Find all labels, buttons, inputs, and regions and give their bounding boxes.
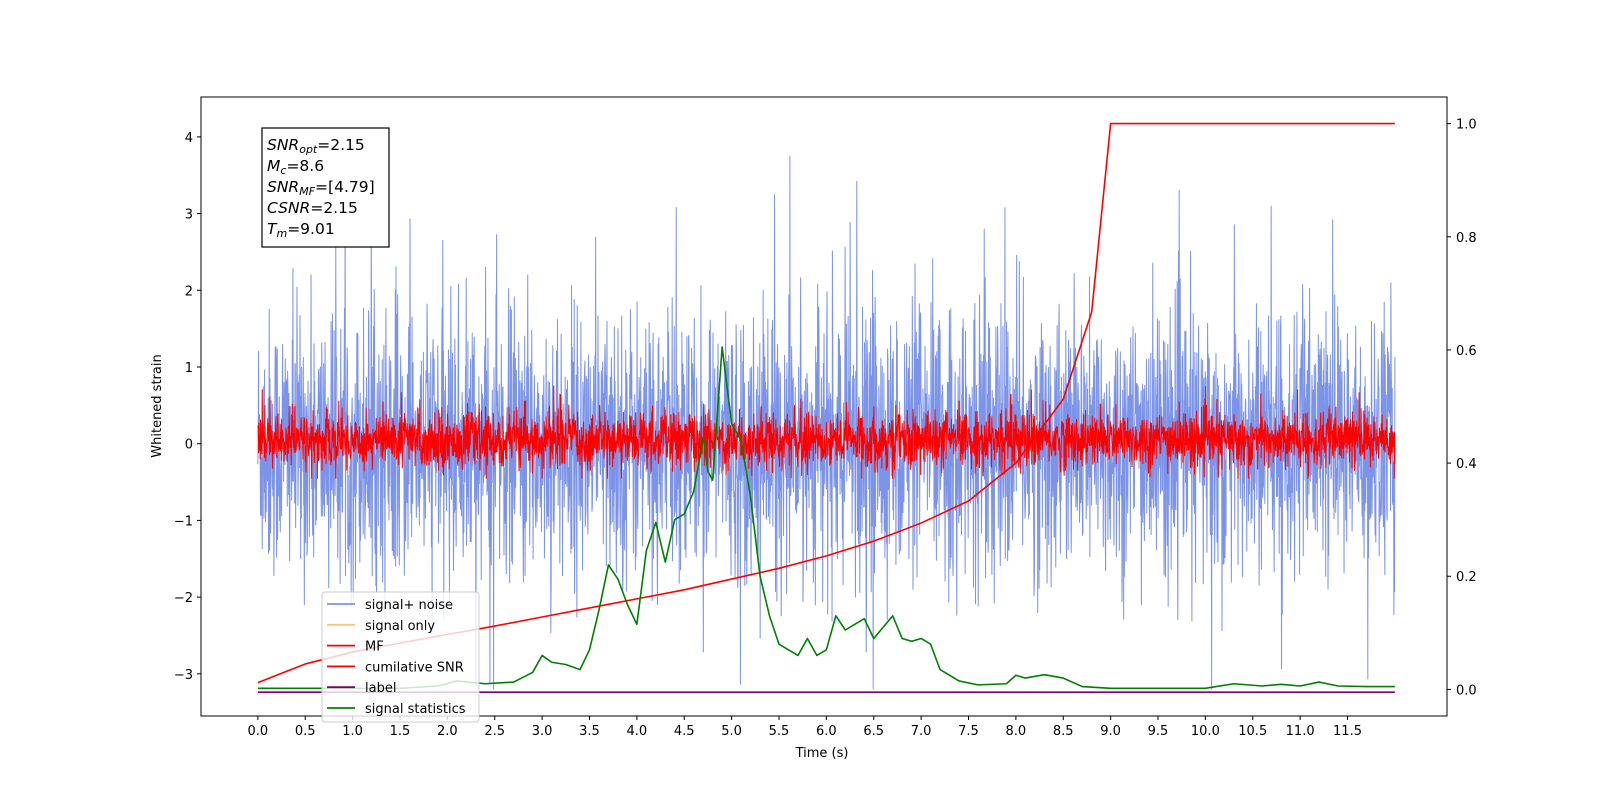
x-tick-label: 2.5 (484, 724, 505, 739)
y-axis-left: −3 −2 −1 0 1 2 3 4 (174, 131, 201, 683)
legend-label: cumilative SNR (365, 660, 464, 675)
y-right-tick-label: 1.0 (1456, 118, 1477, 133)
legend-label: MF (365, 640, 384, 655)
stats-value: =[4.79] (315, 178, 375, 196)
stats-symbol: SNR (267, 178, 299, 196)
y-right-tick-label: 0.4 (1456, 457, 1477, 472)
stats-subscript: MF (299, 185, 315, 198)
x-axis-title: Time (s) (795, 746, 849, 761)
x-tick-label: 5.0 (721, 724, 742, 739)
x-tick-label: 3.5 (579, 724, 600, 739)
stats-line: Tm=9.01 (267, 220, 335, 240)
x-tick-label: 6.0 (816, 724, 837, 739)
x-tick-label: 8.5 (1053, 724, 1074, 739)
stats-annotation-box: SNRopt=2.15Mc=8.6SNRMF=[4.79]CSNR=2.15Tm… (261, 127, 390, 248)
y-right-tick-label: 0.2 (1456, 570, 1477, 585)
series-line-5 (257, 346, 1395, 690)
x-tick-label: 8.0 (1006, 724, 1027, 739)
x-tick-label: 4.5 (674, 724, 695, 739)
stats-symbol: SNR (267, 136, 299, 154)
stats-value: =2.15 (310, 199, 358, 217)
x-tick-label: 5.5 (769, 724, 790, 739)
y-left-tick-label: −3 (174, 668, 193, 683)
stats-subscript: m (276, 227, 287, 240)
y-left-tick-label: 0 (185, 438, 193, 453)
y-right-tick-label: 0.0 (1456, 683, 1477, 698)
y-left-tick-label: 4 (185, 131, 193, 146)
x-tick-label: 1.5 (390, 724, 411, 739)
stats-line: SNRMF=[4.79] (267, 178, 375, 198)
stats-line: Mc=8.6 (267, 157, 324, 177)
legend: signal+ noise signal only MF cumilative SNR… (321, 591, 480, 723)
y-left-tick-label: 3 (185, 208, 193, 223)
y-left-tick-label: 2 (185, 284, 193, 299)
y-left-tick-label: −2 (174, 591, 193, 606)
y-axis-title: Whitened strain (150, 354, 165, 457)
x-tick-label: 9.0 (1100, 724, 1121, 739)
legend-label: signal only (365, 619, 435, 634)
x-tick-label: 11.0 (1286, 724, 1315, 739)
x-tick-label: 10.5 (1238, 724, 1267, 739)
stats-value: =8.6 (286, 157, 324, 175)
stats-line: SNRopt=2.15 (267, 136, 365, 156)
y-left-tick-label: 1 (185, 361, 193, 376)
y-axis-right: 0.0 0.2 0.4 0.6 0.8 1.0 (1447, 118, 1477, 698)
x-tick-label: 4.0 (627, 724, 648, 739)
y-right-tick-label: 0.6 (1456, 344, 1477, 359)
x-axis: 0.0 0.5 1.0 1.5 2.0 2.5 3.0 3.5 4.0 4.5 5.0 5.5 6.0 6… (248, 716, 1362, 739)
stats-symbol: CSNR (267, 199, 310, 217)
stats-symbol: M (267, 157, 280, 175)
x-tick-label: 3.0 (532, 724, 553, 739)
stats-value: =9.01 (287, 220, 335, 238)
x-tick-label: 2.0 (437, 724, 458, 739)
series-line-2 (257, 385, 1396, 479)
stats-line: CSNR=2.15 (267, 199, 358, 217)
legend-frame (321, 591, 480, 723)
x-tick-label: 0.5 (295, 724, 316, 739)
stats-value: =2.15 (317, 136, 365, 154)
legend-label: signal statistics (365, 702, 466, 717)
x-tick-label: 6.5 (863, 724, 884, 739)
legend-label: signal+ noise (365, 598, 453, 613)
stats-box-frame (261, 127, 390, 248)
x-tick-label: 10.0 (1191, 724, 1220, 739)
x-tick-label: 1.0 (342, 724, 363, 739)
x-tick-label: 9.5 (1148, 724, 1169, 739)
x-tick-label: 7.5 (958, 724, 979, 739)
x-tick-label: 11.5 (1333, 724, 1362, 739)
plot-frame (200, 96, 1448, 717)
stats-symbol: T (267, 220, 278, 238)
x-tick-label: 0.0 (248, 724, 269, 739)
stats-subscript: c (280, 164, 286, 177)
stats-subscript: opt (299, 143, 318, 156)
y-right-tick-label: 0.8 (1456, 231, 1477, 246)
y-left-tick-label: −1 (174, 514, 193, 529)
x-tick-label: 7.0 (911, 724, 932, 739)
legend-label: label (365, 681, 396, 696)
